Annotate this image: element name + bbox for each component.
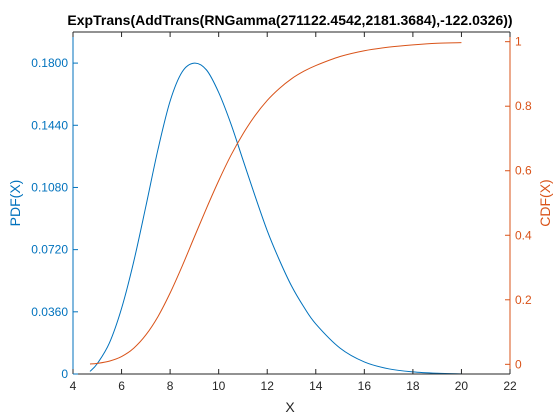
chart-title: ExpTrans(AddTrans(RNGamma(271122.4542,21… xyxy=(67,12,512,28)
right-y-tick-label: 0.2 xyxy=(515,293,532,307)
cdf-series-line xyxy=(89,42,462,365)
left-y-tick-label: 0.0360 xyxy=(31,305,68,319)
right-y-tick-label: 0.6 xyxy=(515,164,532,178)
x-tick-label: 10 xyxy=(212,379,226,393)
x-axis-label: X xyxy=(285,399,295,415)
pdf-series-line xyxy=(89,62,462,375)
x-tick-label: 14 xyxy=(309,379,323,393)
plot-area xyxy=(89,42,462,375)
x-tick-label: 6 xyxy=(118,379,125,393)
axes: 4 6 8 10 12 14 16 18 20 2200.03600.07200.10800.14… xyxy=(31,31,532,393)
x-tick-label: 20 xyxy=(455,379,469,393)
right-y-tick-label: 0.4 xyxy=(515,228,532,242)
right-y-axis-label: CDF(X) xyxy=(537,179,553,226)
x-tick-label: 12 xyxy=(261,379,275,393)
x-tick-label: 22 xyxy=(503,379,517,393)
right-y-tick-label: 0.8 xyxy=(515,99,532,113)
left-y-axis-label: PDF(X) xyxy=(7,180,23,227)
x-tick-label: 4 xyxy=(70,379,77,393)
right-y-tick-label: 0 xyxy=(515,357,522,371)
x-tick-label: 16 xyxy=(358,379,372,393)
left-y-tick-label: 0.1440 xyxy=(31,118,68,132)
x-tick-label: 18 xyxy=(406,379,420,393)
left-y-tick-label: 0.1800 xyxy=(31,56,68,70)
left-y-tick-label: 0 xyxy=(61,367,68,381)
right-y-tick-label: 1 xyxy=(515,35,522,49)
left-y-tick-label: 0.0720 xyxy=(31,243,68,257)
left-y-tick-label: 0.1080 xyxy=(31,180,68,194)
x-tick-label: 8 xyxy=(167,379,174,393)
